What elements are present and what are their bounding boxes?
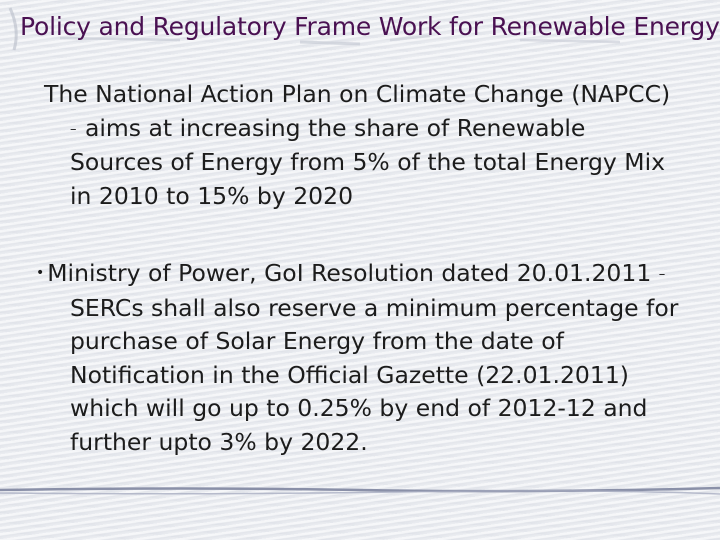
paragraph-line-text: Ministry of Power, GoI Resolution dated … [47,259,652,287]
paragraph-line: Sources of Energy from 5% of the total E… [70,148,666,176]
paragraph-line-text: aims at increasing the share of Renewabl… [84,113,586,142]
paragraph-line: in 2010 to 15% by 2020 [70,181,354,210]
paragraph-ministry-resolution: • Ministry of Power, GoI Resolution dated… [36,257,706,459]
title-underline-decoration [8,7,621,51]
paragraph-line: SERCs shall also reserve a minimum perce… [70,293,679,322]
dash-glyph: – [70,121,78,137]
paragraph-line: Notification in the Official Gazette (22… [70,360,629,389]
paragraph-line: • Ministry of Power, GoI Resolution dated… [36,257,706,292]
paragraph-line: – aims at increasing the share of Renewa… [44,112,714,147]
paragraph-line: purchase of Solar Energy from the date o… [70,327,564,355]
bullet-glyph: • [36,265,45,281]
paragraph-line: which will go up to 0.25% by end of 2012… [70,394,648,422]
paragraph-napcc: The National Action Plan on Climate Chan… [44,78,714,213]
bottom-rule-decoration [0,486,720,495]
paragraph-line: The National Action Plan on Climate Chan… [44,80,671,108]
slide-title: Policy and Regulatory Frame Work for Ren… [20,12,720,41]
paragraph-line: further upto 3% by 2022. [70,427,368,456]
dash-glyph: – [658,267,667,282]
